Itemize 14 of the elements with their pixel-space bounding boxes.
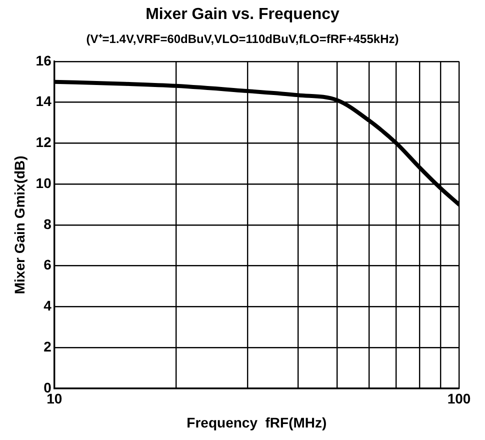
chart-title: Mixer Gain vs. Frequency <box>144 6 340 24</box>
y-tick-label: 8 <box>44 216 52 232</box>
y-tick-label: 10 <box>36 174 52 191</box>
chart-subtitle: (V⁺=1.4V,VRF=60dBuV,VLO=110dBuV,fLO=fRF+455kHz) <box>85 31 400 47</box>
x-axis-title: Frequency fRF(MHz) <box>186 414 327 430</box>
y-tick-label: 4 <box>44 298 52 314</box>
y-tick-label: 16 <box>36 52 52 68</box>
y-axis-title: Mixer Gain Gmix(dB) <box>11 156 28 294</box>
y-tick-label: 0 <box>44 379 52 396</box>
y-tick-label: 12 <box>36 134 52 150</box>
y-tick-label: 6 <box>44 256 52 273</box>
y-tick-label: 14 <box>36 93 52 110</box>
x-tick-label: 100 <box>447 390 471 407</box>
y-tick-label: 2 <box>44 338 52 354</box>
